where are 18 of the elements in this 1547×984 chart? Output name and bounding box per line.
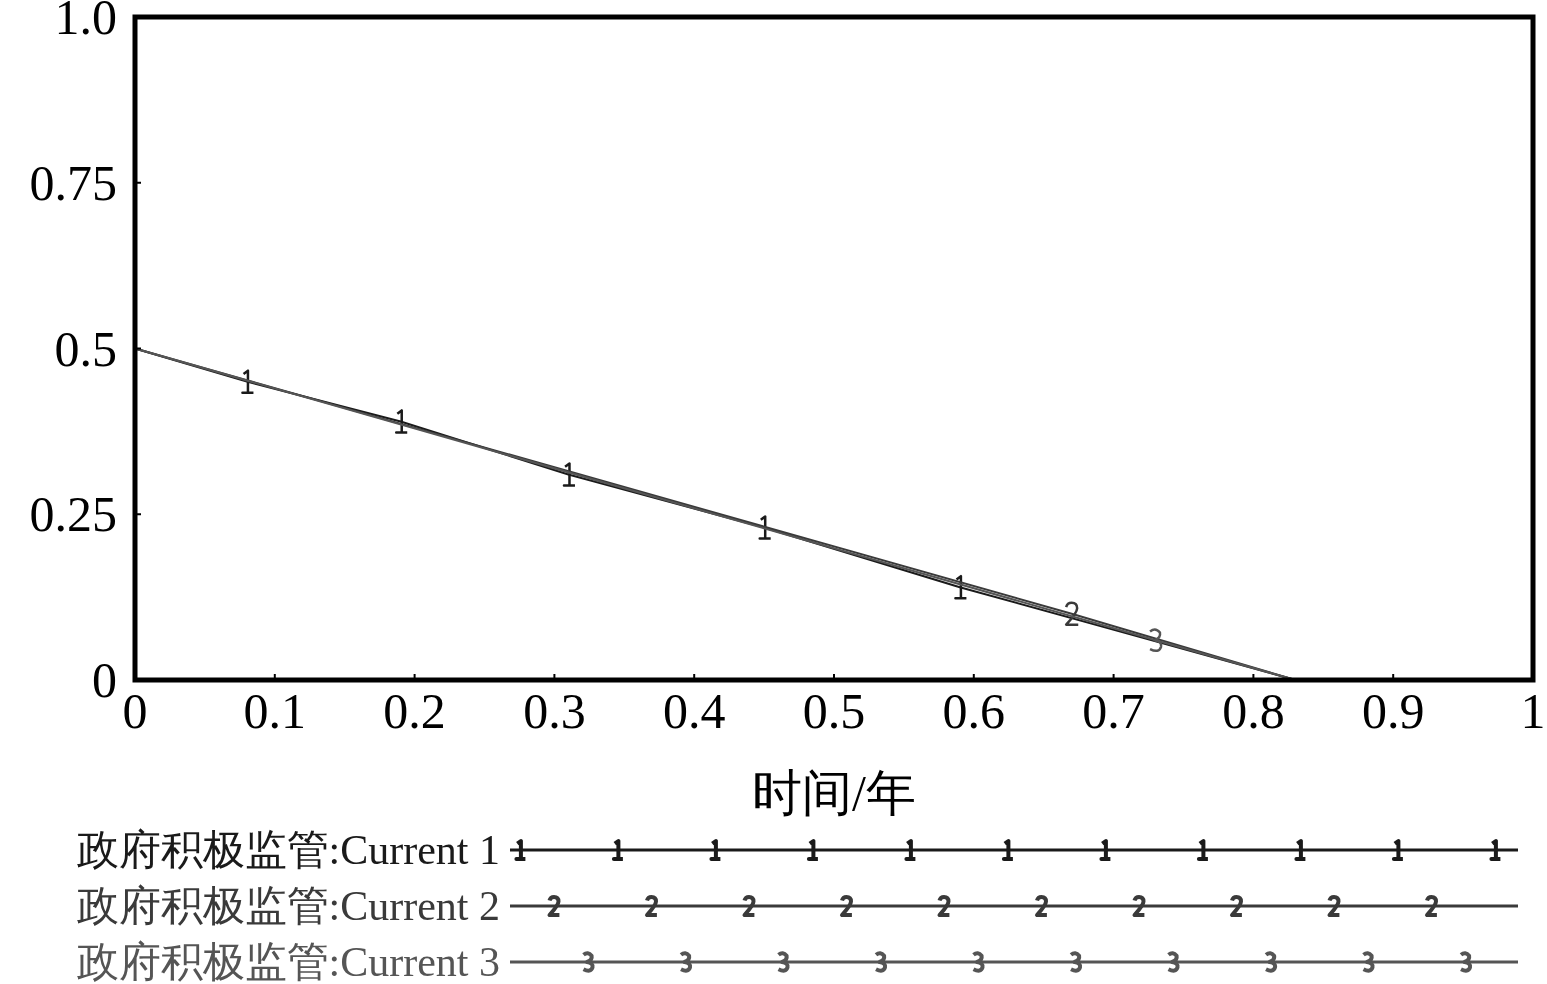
x-tick-label: 0.5 — [802, 683, 866, 739]
legend-label: 政府积极监管:Current 2 — [76, 883, 500, 929]
x-tick-label: 0.2 — [383, 683, 446, 739]
x-tick-label: 1 — [1520, 683, 1546, 739]
y-tick-label: 0.25 — [29, 486, 117, 543]
y-tick-label: 1.0 — [54, 0, 117, 45]
x-axis-title: 时间/年 — [752, 765, 916, 821]
x-tick-label: 0.9 — [1361, 683, 1425, 739]
y-tick-label: 0.5 — [54, 320, 117, 377]
legend-label: 政府积极监管:Current 1 — [76, 827, 500, 873]
x-tick-label: 0.8 — [1222, 683, 1285, 739]
x-tick-label: 0.4 — [662, 683, 726, 739]
x-tick-label: 0.3 — [523, 683, 586, 739]
x-tick-label: 0.6 — [942, 683, 1006, 739]
x-tick-label: 0.7 — [1082, 683, 1145, 739]
legend-label: 政府积极监管:Current 3 — [76, 939, 500, 984]
x-tick-label: 0.1 — [243, 683, 307, 739]
y-tick-label: 0.75 — [29, 154, 117, 211]
